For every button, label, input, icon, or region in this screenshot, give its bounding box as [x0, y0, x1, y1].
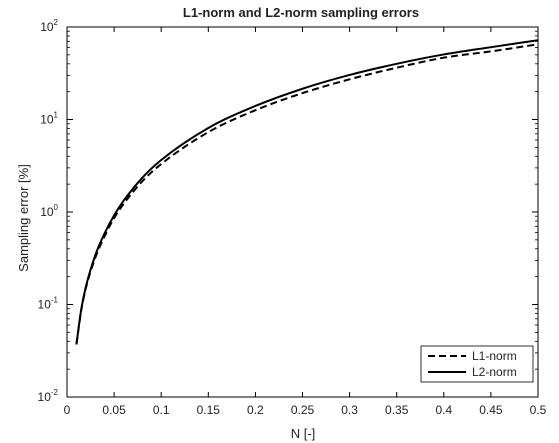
- x-tick-label: 0.45: [479, 403, 503, 417]
- y-tick-label: 10-2: [38, 388, 59, 404]
- y-tick-label: 100: [40, 203, 58, 219]
- x-tick-label: 0.35: [385, 403, 409, 417]
- y-tick-exponent: 1: [54, 111, 59, 120]
- y-tick-label: 10-1: [38, 296, 59, 312]
- legend-label-l2-norm: L2-norm: [472, 365, 517, 379]
- plot-area: [66, 26, 539, 398]
- y-tick-base: 10: [40, 113, 54, 127]
- y-tick-exponent: 0: [54, 203, 59, 212]
- y-tick-base: 10: [38, 390, 52, 404]
- legend-label-l1-norm: L1-norm: [472, 349, 517, 363]
- series-layer: [75, 39, 539, 345]
- chart-title: L1-norm and L2-norm sampling errors: [183, 5, 419, 20]
- y-tick-base: 10: [40, 205, 54, 219]
- y-tick-label: 102: [40, 18, 58, 34]
- y-tick-label: 101: [40, 111, 58, 127]
- x-tick-label: 0.4: [435, 403, 452, 417]
- legend-box: [420, 345, 534, 383]
- y-tick-exponent: 2: [54, 18, 59, 27]
- legend: L1-norm L2-norm: [420, 345, 534, 383]
- x-tick-label: 0.1: [153, 403, 170, 417]
- y-axis-label: Sampling error [%]: [16, 164, 31, 272]
- x-tick-label: 0.2: [247, 403, 264, 417]
- x-axis-ticks: 0 0.05 0.1 0.15 0.2 0.25 0.3 0.35 0.4 0.45 0.5: [64, 27, 547, 417]
- x-tick-label: 0.05: [102, 403, 126, 417]
- x-tick-label: 0: [64, 403, 71, 417]
- y-tick-exponent: -1: [51, 296, 59, 305]
- y-tick-base: 10: [38, 298, 52, 312]
- y-tick-exponent: -2: [51, 388, 59, 397]
- x-tick-label: 0.15: [197, 403, 221, 417]
- x-tick-label: 0.25: [291, 403, 315, 417]
- x-tick-label: 0.5: [530, 403, 547, 417]
- x-axis-label: N [-]: [291, 426, 316, 441]
- x-tick-label: 0.3: [341, 403, 358, 417]
- y-tick-base: 10: [40, 20, 54, 34]
- series-line-l2-norm: [75, 39, 539, 345]
